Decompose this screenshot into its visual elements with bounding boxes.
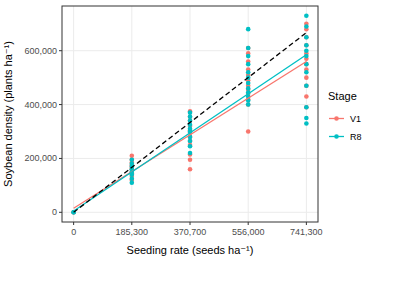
legend-key [328, 110, 345, 127]
point [304, 43, 309, 48]
point [304, 105, 309, 110]
grid-line [62, 104, 318, 105]
point [304, 24, 309, 29]
point [304, 121, 309, 126]
point [246, 86, 251, 91]
legend-marker [334, 134, 339, 139]
point [130, 180, 135, 185]
point [246, 27, 251, 32]
point [304, 43, 309, 48]
point [188, 144, 193, 149]
point [130, 157, 135, 162]
point [188, 157, 193, 162]
point [304, 105, 309, 110]
tick-label: 185,300 [116, 227, 149, 237]
point [246, 70, 251, 75]
point [188, 167, 193, 172]
tick-label: 370,700 [174, 227, 207, 237]
point [188, 127, 193, 132]
tick [131, 222, 132, 225]
tick-label: 200,000 [24, 153, 57, 163]
legend-label: R8 [350, 132, 362, 142]
tick-label: 556,000 [232, 227, 265, 237]
legend-key [328, 128, 345, 145]
tick [190, 222, 191, 225]
point [246, 102, 251, 107]
tick-label: 400,000 [24, 100, 57, 110]
tick [59, 158, 62, 159]
grid-line [62, 212, 318, 213]
tick [306, 222, 307, 225]
point [304, 116, 309, 121]
grid-line [73, 6, 74, 222]
point [188, 139, 193, 144]
legend-entry: R8 [328, 128, 362, 145]
line [74, 55, 307, 211]
legend-label: V1 [350, 114, 361, 124]
plot-background [62, 6, 318, 222]
point [304, 94, 309, 99]
chart: 0 185,300 370,700 556,000 741,300 0 200,000 400… [0, 0, 400, 281]
point [188, 151, 193, 156]
marks [71, 13, 308, 214]
point [304, 35, 309, 40]
tick [59, 50, 62, 51]
tick [59, 104, 62, 105]
point [246, 129, 251, 134]
panel-border [62, 6, 318, 222]
point [188, 139, 193, 144]
legend-title: Stage [328, 90, 357, 102]
line [74, 33, 307, 213]
tick-label: 600,000 [24, 46, 57, 56]
point [130, 153, 135, 158]
point [246, 81, 251, 86]
point [246, 102, 251, 107]
legend-marker [334, 116, 339, 121]
point [130, 176, 135, 181]
point [304, 83, 309, 88]
legend-entry: V1 [328, 110, 361, 127]
line [74, 61, 307, 208]
point [246, 62, 251, 67]
point [304, 48, 309, 53]
grid-line [248, 6, 249, 222]
point [304, 75, 309, 80]
point [304, 70, 309, 75]
point [188, 114, 193, 119]
tick-label: 0 [71, 227, 76, 237]
point [246, 46, 251, 51]
point [304, 83, 309, 88]
point [304, 35, 309, 40]
tick [59, 212, 62, 213]
point [246, 46, 251, 51]
tick-label: 741,300 [290, 227, 323, 237]
tick-label: 0 [52, 207, 57, 217]
point [304, 13, 309, 18]
point [246, 54, 251, 59]
grid-line [131, 6, 132, 222]
point [130, 157, 135, 162]
tick [248, 222, 249, 225]
y-axis-title: Soybean density (plants ha⁻¹) [2, 41, 14, 187]
point [188, 110, 193, 115]
x-axis-title: Seeding rate (seeds ha⁻¹) [127, 244, 254, 256]
point [188, 114, 193, 119]
tick [73, 222, 74, 225]
background [0, 0, 400, 281]
grid-line [62, 50, 318, 51]
